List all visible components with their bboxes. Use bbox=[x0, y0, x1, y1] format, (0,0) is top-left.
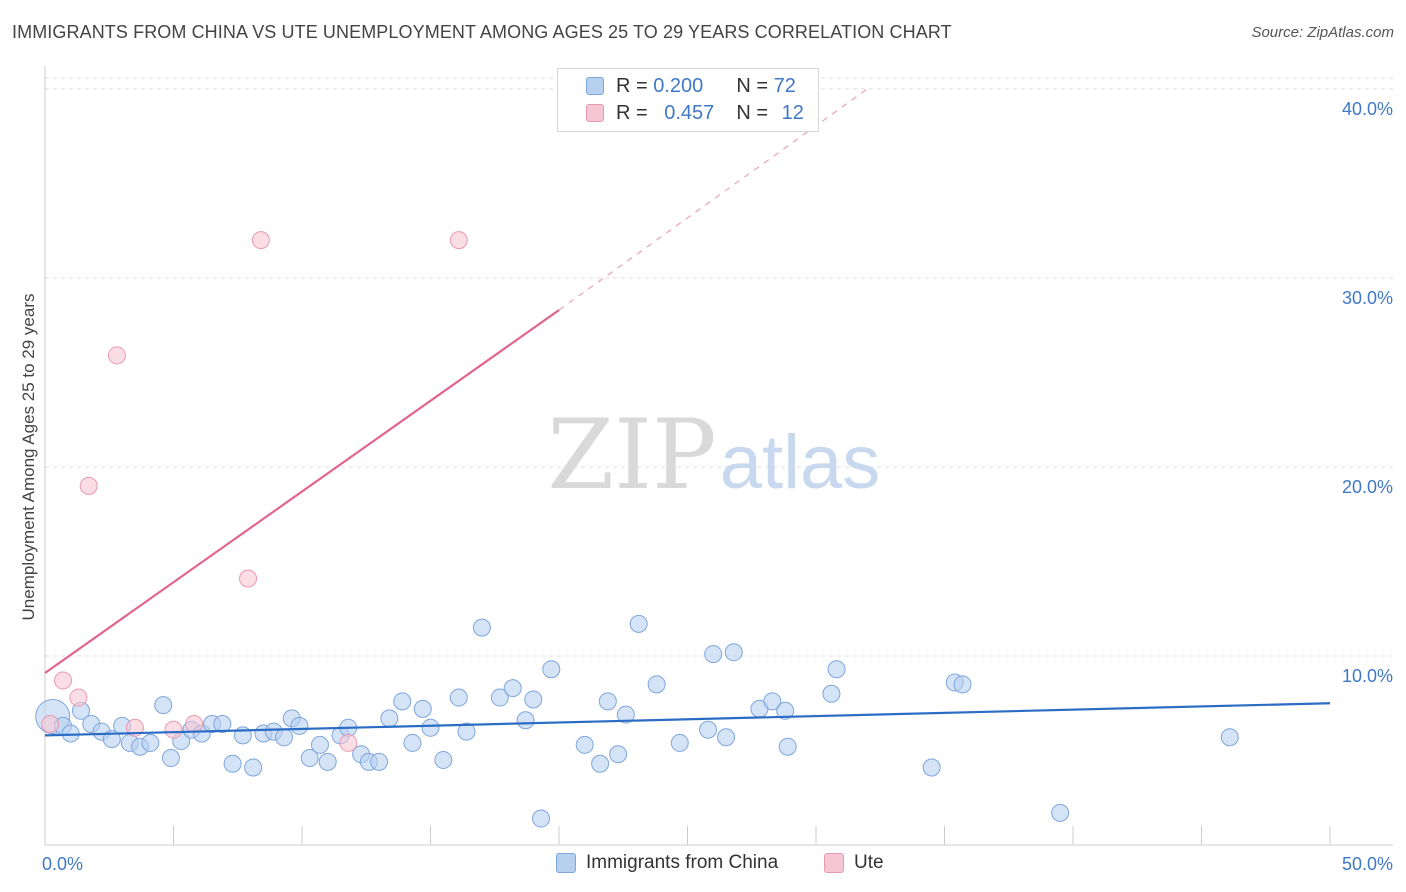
watermark-zip: ZIP bbox=[547, 399, 716, 511]
data-point-china bbox=[778, 737, 797, 756]
data-point-china bbox=[763, 692, 782, 711]
gridlines bbox=[45, 77, 1393, 657]
data-point-china bbox=[542, 660, 561, 679]
data-point-china bbox=[953, 675, 972, 694]
y-tick-label: 10.0% bbox=[1342, 666, 1393, 686]
data-point-china bbox=[393, 692, 412, 711]
legend-n-value: 72 bbox=[773, 74, 796, 97]
trend-line-china bbox=[44, 702, 1331, 737]
bottom-legend-ute: Ute bbox=[824, 852, 884, 874]
legend-n-value: 12 bbox=[781, 101, 804, 124]
data-point-ute bbox=[53, 671, 72, 690]
data-point-china bbox=[300, 749, 319, 768]
data-point-china bbox=[616, 705, 635, 724]
bottom-legend-ute-label: Ute bbox=[854, 852, 884, 873]
trend-line-ute bbox=[44, 309, 560, 674]
data-point-china bbox=[275, 728, 294, 747]
data-point-china bbox=[472, 618, 491, 637]
data-point-china bbox=[161, 749, 180, 768]
data-point-china bbox=[532, 809, 551, 828]
data-point-china bbox=[213, 715, 232, 734]
correlation-legend: R = 0.200 N = 72 R = 0.457 N = 12 bbox=[557, 68, 819, 132]
legend-r-value: 0.200 bbox=[653, 74, 704, 97]
data-point-china bbox=[822, 684, 841, 703]
legend-n-label: N = bbox=[736, 101, 769, 124]
data-point-china bbox=[244, 758, 263, 777]
data-point-china bbox=[154, 696, 173, 715]
data-point-china bbox=[1051, 803, 1070, 822]
bottom-legend-china: Immigrants from China bbox=[556, 852, 778, 874]
data-point-china bbox=[141, 733, 160, 752]
data-point-china bbox=[609, 745, 628, 764]
data-point-ute bbox=[339, 733, 358, 752]
series-ute-points bbox=[41, 231, 468, 752]
y-tick-label: 30.0% bbox=[1342, 288, 1393, 308]
data-point-china bbox=[629, 614, 648, 633]
bottom-swatch-china bbox=[556, 853, 576, 873]
data-point-ute bbox=[69, 688, 88, 707]
data-point-china bbox=[717, 728, 736, 747]
watermark-atlas: atlas bbox=[720, 420, 881, 505]
data-point-china bbox=[1220, 728, 1239, 747]
data-point-ute bbox=[239, 569, 258, 588]
data-point-china bbox=[310, 735, 329, 754]
data-point-china bbox=[413, 699, 432, 718]
legend-n-label: N = bbox=[736, 74, 769, 97]
y-axis-label: Unemployment Among Ages 25 to 29 years bbox=[19, 294, 38, 621]
data-point-china bbox=[434, 750, 453, 769]
data-point-china bbox=[318, 752, 337, 771]
y-tick-label: 20.0% bbox=[1342, 477, 1393, 497]
data-point-china bbox=[290, 716, 309, 735]
bottom-swatch-ute bbox=[824, 853, 844, 873]
data-point-china bbox=[370, 752, 389, 771]
data-point-china bbox=[516, 711, 535, 730]
data-point-china bbox=[724, 643, 743, 662]
legend-r-label: R = bbox=[616, 101, 648, 124]
data-point-china bbox=[524, 690, 543, 709]
legend-r-value: 0.457 bbox=[664, 101, 715, 124]
x-tick-label: 50.0% bbox=[1342, 854, 1393, 874]
x-tick-label: 0.0% bbox=[42, 854, 83, 874]
bottom-legend-china-label: Immigrants from China bbox=[586, 852, 779, 873]
source-label: Source: ZipAtlas.com bbox=[1251, 24, 1394, 41]
data-point-ute bbox=[41, 715, 60, 734]
data-point-china bbox=[490, 688, 509, 707]
legend-swatch-china bbox=[586, 77, 604, 95]
data-point-ute bbox=[164, 720, 183, 739]
data-point-ute bbox=[185, 715, 204, 734]
data-point-china bbox=[704, 645, 723, 664]
series-china-points bbox=[35, 614, 1239, 828]
legend-swatch-ute bbox=[586, 104, 604, 122]
legend-row-china: R = 0.200 N = 72 bbox=[586, 74, 796, 98]
data-point-ute bbox=[79, 476, 98, 495]
tick-labels: 10.0% 20.0% 30.0% 40.0% 0.0% 50.0% bbox=[42, 99, 1393, 874]
data-point-china bbox=[421, 718, 440, 737]
watermark: ZIP atlas bbox=[547, 399, 880, 511]
data-point-china bbox=[403, 733, 422, 752]
chart-title: IMMIGRANTS FROM CHINA VS UTE UNEMPLOYMEN… bbox=[12, 22, 952, 42]
legend-row-ute: R = 0.457 N = 12 bbox=[586, 101, 804, 125]
data-point-china bbox=[827, 660, 846, 679]
data-point-china bbox=[591, 754, 610, 773]
data-point-china bbox=[380, 709, 399, 728]
data-point-china bbox=[223, 754, 242, 773]
data-point-china bbox=[503, 679, 522, 698]
data-point-china bbox=[699, 720, 718, 739]
data-point-ute bbox=[251, 231, 270, 250]
data-point-china bbox=[449, 688, 468, 707]
data-point-china bbox=[575, 735, 594, 754]
y-tick-label: 40.0% bbox=[1342, 99, 1393, 119]
legend-r-label: R = bbox=[616, 74, 648, 97]
data-point-china bbox=[598, 692, 617, 711]
data-point-china bbox=[647, 675, 666, 694]
data-point-china bbox=[670, 733, 689, 752]
data-point-ute bbox=[449, 231, 468, 250]
data-point-china bbox=[457, 722, 476, 741]
data-point-china bbox=[776, 701, 795, 720]
data-point-ute bbox=[107, 346, 126, 365]
data-point-china bbox=[922, 758, 941, 777]
